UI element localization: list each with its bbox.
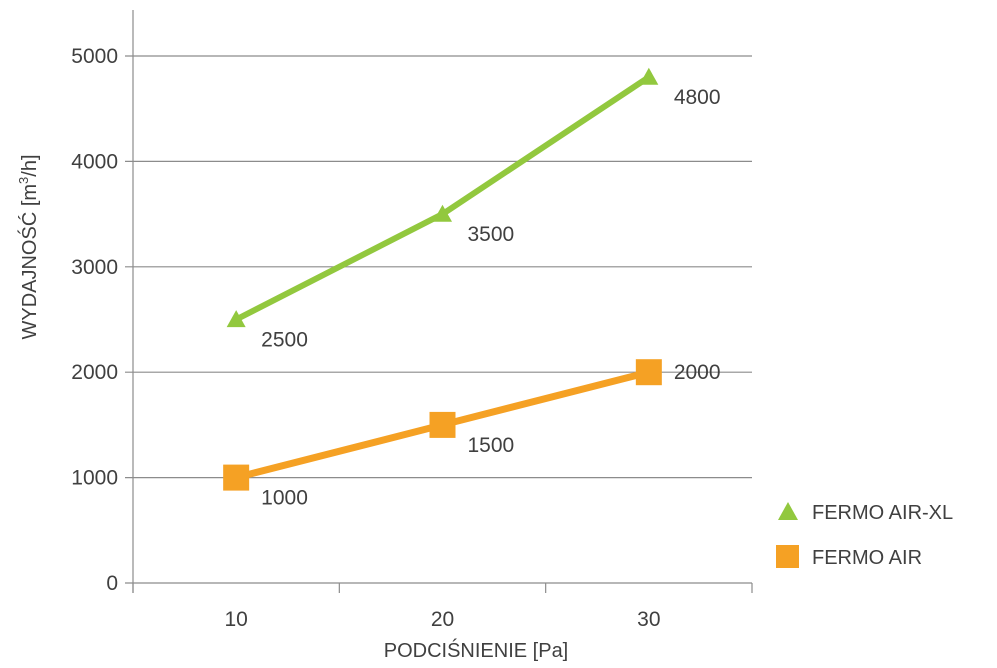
y-tick-labels: 0 1000 2000 3000 4000 5000 xyxy=(71,45,118,595)
data-point xyxy=(639,67,659,85)
legend-marker-fermo-air-xl xyxy=(778,502,798,520)
y-axis-title: WYDAJNOŚĆ [m3/h] xyxy=(16,154,41,339)
series-line xyxy=(233,74,652,323)
y-tick-label: 4000 xyxy=(71,150,118,173)
data-point xyxy=(226,310,246,328)
axes xyxy=(125,10,753,593)
y-tick-label: 1000 xyxy=(71,467,118,490)
y-tick-label: 5000 xyxy=(71,45,118,68)
data-point xyxy=(635,359,662,386)
y-axis-title-suffix: /h] xyxy=(19,154,41,176)
legend-marker-fermo-air xyxy=(776,545,799,568)
y-tick-label: 0 xyxy=(106,572,118,595)
x-tick-label: 10 xyxy=(224,608,247,631)
series-group xyxy=(223,67,662,491)
data-point xyxy=(223,464,250,491)
legend: FERMO AIR-XL FERMO AIR xyxy=(776,502,953,569)
data-label: 1000 xyxy=(261,487,308,510)
data-point xyxy=(429,411,456,438)
data-label: 4800 xyxy=(674,86,721,109)
x-tick-label: 30 xyxy=(637,608,660,631)
x-tick-labels: 10 20 30 xyxy=(224,608,660,631)
data-label: 1500 xyxy=(468,434,515,457)
legend-label-fermo-air: FERMO AIR xyxy=(812,547,922,569)
y-tick-label: 3000 xyxy=(71,256,118,279)
data-label: 3500 xyxy=(468,223,515,246)
y-axis-title-superscript: 3 xyxy=(16,177,31,184)
data-label: 2500 xyxy=(261,329,308,352)
x-tick-label: 20 xyxy=(431,608,454,631)
y-tick-label: 2000 xyxy=(71,361,118,384)
y-axis-title-prefix: WYDAJNOŚĆ [m xyxy=(17,184,41,340)
data-labels: 2500 3500 4800 1000 1500 2000 xyxy=(261,86,720,510)
legend-label-fermo-air-xl: FERMO AIR-XL xyxy=(812,502,953,524)
data-point xyxy=(433,204,452,222)
x-axis-title: PODCIŚNIENIE [Pa] xyxy=(384,638,569,662)
data-label: 2000 xyxy=(674,361,721,384)
